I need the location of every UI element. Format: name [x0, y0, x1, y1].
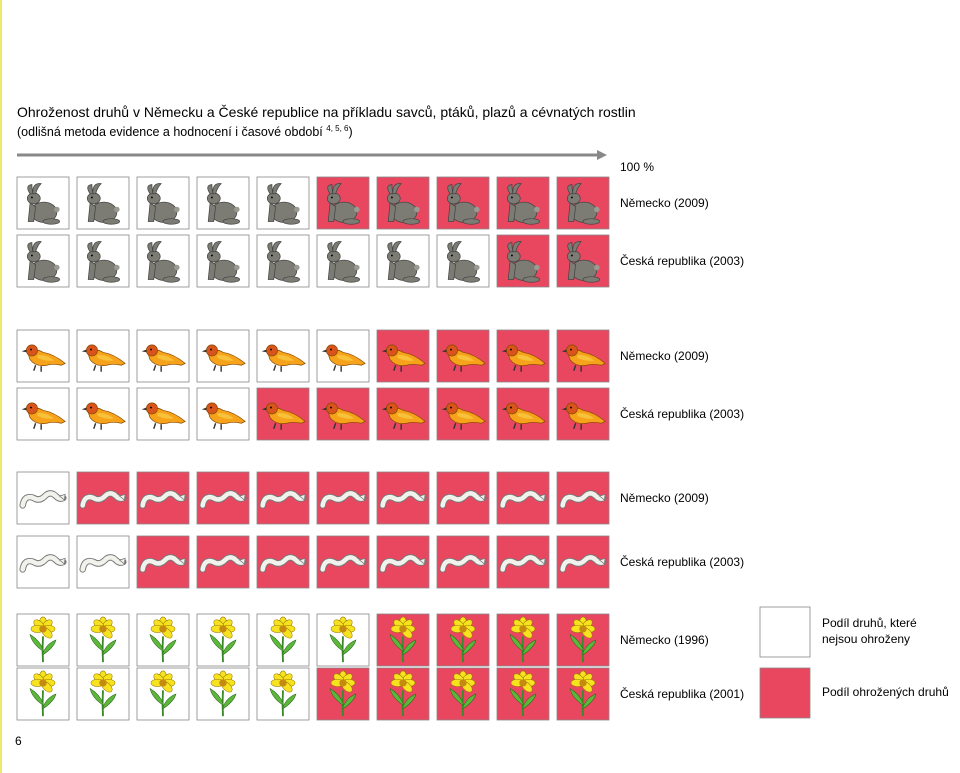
row-label: Německo (2009)	[620, 491, 709, 505]
threatened-cell	[436, 329, 490, 383]
legend-label: Podíl druhů, které	[822, 616, 917, 630]
legend-label: Podíl ohrožených druhů	[822, 685, 949, 699]
subtitle-refs: 4, 5, 6	[326, 124, 349, 133]
row-label: Česká republika (2001)	[620, 686, 744, 701]
row-label: Německo (2009)	[620, 196, 709, 210]
row-label: Česká republika (2003)	[620, 554, 744, 569]
chart-subtitle: (odlišná metoda evidence a hodnocení i č…	[17, 124, 353, 139]
row-label: Česká republika (2003)	[620, 253, 744, 268]
pictogram-row	[16, 535, 610, 589]
legend-label: nejsou ohroženy	[822, 632, 910, 646]
x-tick-label: 100 %	[620, 160, 654, 174]
subtitle-text: (odlišná metoda evidence a hodnocení i č…	[17, 125, 326, 139]
pictogram-row	[16, 613, 610, 667]
legend-swatch	[759, 606, 811, 658]
subtitle-close: )	[349, 125, 353, 139]
legend-swatch	[759, 667, 811, 719]
row-label: Německo (2009)	[620, 349, 709, 363]
pictogram-row	[16, 471, 610, 525]
pictogram-row	[16, 387, 610, 441]
pictogram-row	[16, 329, 610, 383]
pictogram-row	[16, 176, 610, 230]
pictogram-row	[16, 234, 610, 288]
row-label: Německo (1996)	[620, 633, 709, 647]
pictogram-row	[16, 667, 610, 721]
arrow-head	[597, 150, 607, 160]
page-number: 6	[15, 734, 22, 748]
row-label: Česká republika (2003)	[620, 406, 744, 421]
chart-title: Ohroženost druhů v Německu a České repub…	[17, 104, 636, 120]
